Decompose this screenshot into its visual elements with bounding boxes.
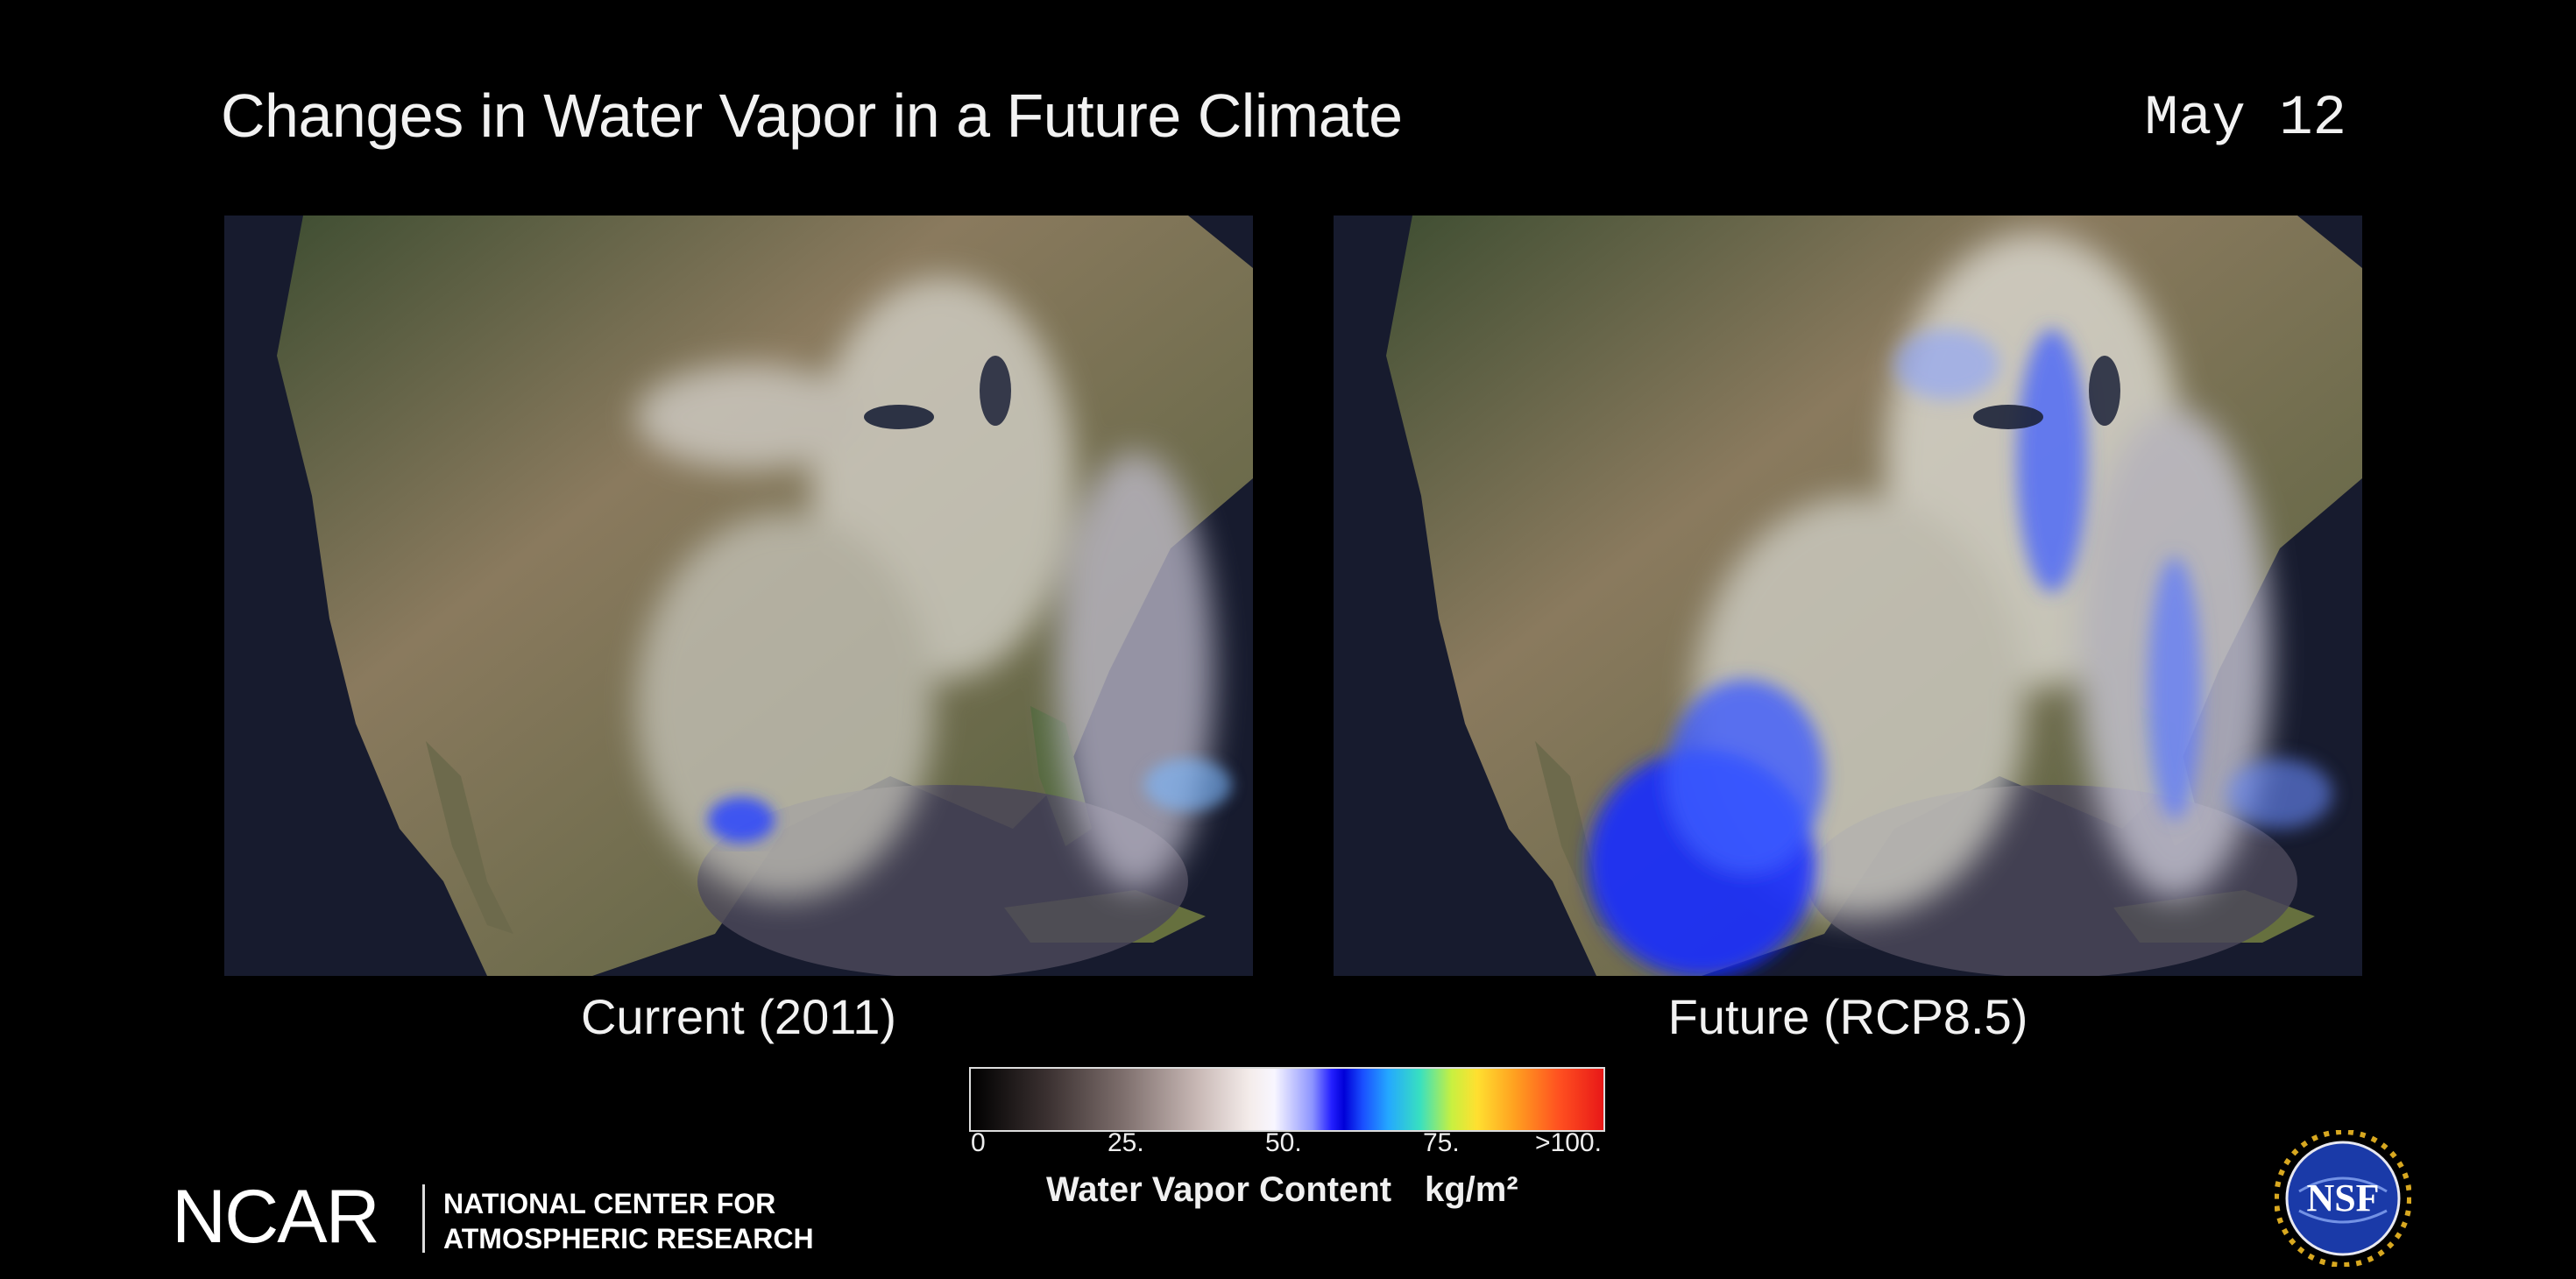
ncar-name: NATIONAL CENTER FOR ATMOSPHERIC RESEARCH: [443, 1186, 814, 1256]
nsf-logo-text: NSF: [2306, 1177, 2379, 1219]
colorbar-unit: kg/m²: [1425, 1170, 1518, 1209]
colorbar-tick-75: 75.: [1423, 1128, 1460, 1157]
colorbar-tick-0: 0: [971, 1128, 986, 1157]
date-stamp: May 12: [2144, 88, 2346, 151]
colorbar-tick-50: 50.: [1265, 1128, 1302, 1157]
map-future: [1334, 216, 2362, 976]
colorbar: [969, 1067, 1605, 1132]
nsf-seal-icon: NSF: [2275, 1130, 2411, 1267]
ncar-name-line1: NATIONAL CENTER FOR: [443, 1188, 776, 1219]
ncar-logo: NCAR: [172, 1175, 380, 1259]
colorbar-tick-100: >100.: [1535, 1128, 1602, 1157]
colorbar-tick-25: 25.: [1108, 1128, 1144, 1157]
ncar-divider: [422, 1184, 425, 1253]
page-title: Changes in Water Vapor in a Future Clima…: [221, 81, 1403, 150]
caption-current: Current (2011): [580, 989, 896, 1044]
map-current: [224, 216, 1253, 976]
colorbar-label: Water Vapor Content: [1046, 1170, 1392, 1209]
caption-future: Future (RCP8.5): [1667, 989, 2028, 1044]
ncar-name-line2: ATMOSPHERIC RESEARCH: [443, 1223, 814, 1254]
